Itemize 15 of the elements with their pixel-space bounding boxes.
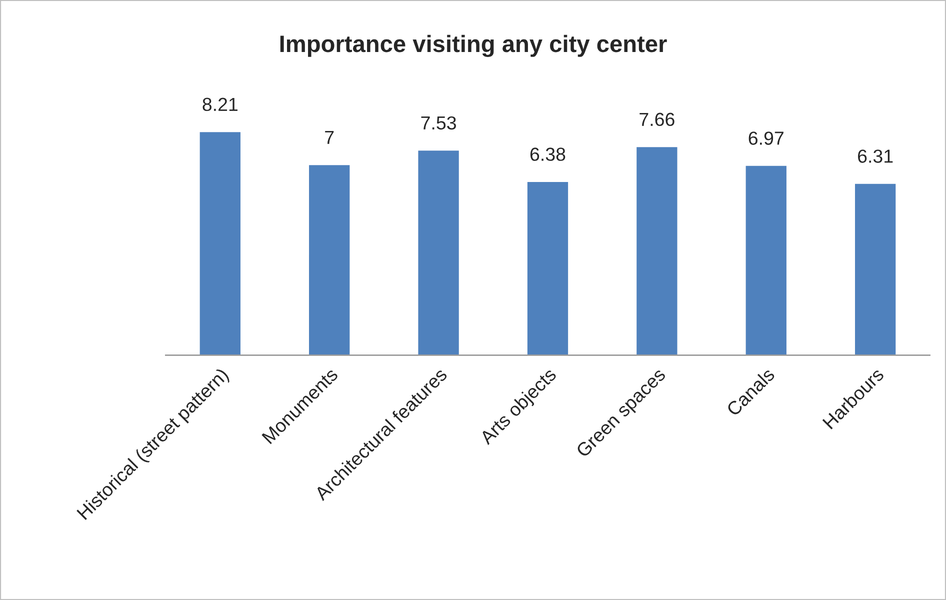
bar [744, 164, 788, 356]
data-label: 7.66 [640, 112, 674, 126]
data-label: 7 [325, 130, 334, 144]
data-label: 7.53 [421, 116, 456, 130]
bar [308, 164, 352, 356]
bar [526, 180, 570, 356]
bar [416, 149, 460, 356]
bar [635, 146, 679, 356]
data-label: 6.97 [748, 132, 784, 145]
data-label: 8.21 [202, 98, 238, 112]
data-label: 6.38 [530, 148, 566, 161]
bar [854, 182, 898, 356]
chart-title: Importance visiting any city center [280, 34, 667, 57]
data-label: 6.31 [858, 150, 893, 163]
bar [198, 130, 242, 356]
